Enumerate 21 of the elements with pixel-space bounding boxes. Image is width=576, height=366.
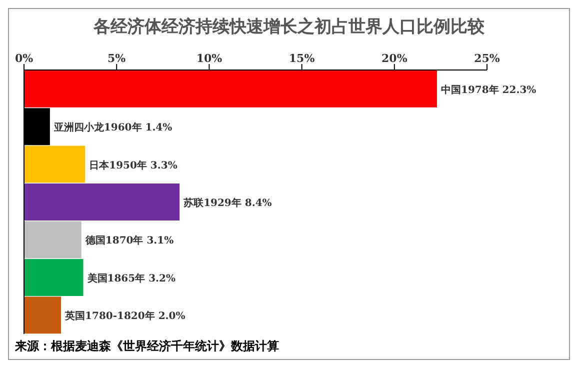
x-tick-label: 25% <box>474 52 500 65</box>
bar <box>24 221 82 258</box>
x-tick-label: 15% <box>288 52 316 65</box>
bar <box>24 146 86 183</box>
bar <box>24 184 180 221</box>
chart-title: 各经济体经济持续快速增长之初占世界人口比例比较 <box>92 16 486 38</box>
bar <box>24 258 84 296</box>
x-tick-label: 10% <box>196 52 223 65</box>
bar <box>24 70 437 108</box>
x-tick-label: 20% <box>382 52 408 65</box>
x-tick-label: 5% <box>108 52 126 65</box>
source-note: 来源：根据麦迪森《世界经济千年统计》数据计算 <box>15 338 280 355</box>
category-label: 美国1865年 3.2% <box>87 273 176 284</box>
x-tick-label: 0% <box>14 52 34 65</box>
category-label: 苏联1929年 8.4% <box>184 198 272 210</box>
category-label: 日本1950年 3.3% <box>89 160 178 172</box>
category-label: 亚洲四小龙1960年 1.4% <box>54 122 172 134</box>
bar <box>24 296 62 334</box>
category-label: 英国1780-1820年 2.0% <box>65 311 186 322</box>
category-label: 中国1978年 22.3% <box>440 84 536 96</box>
category-label: 德国1870年 3.1% <box>85 236 174 247</box>
